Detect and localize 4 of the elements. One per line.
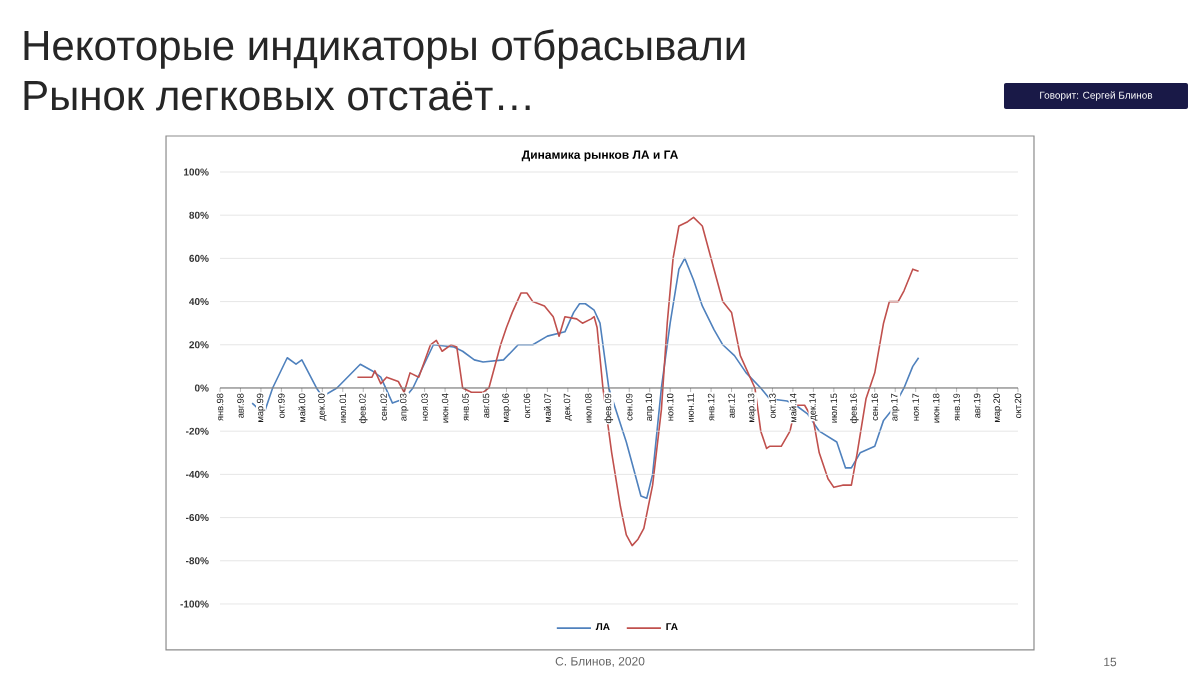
line-series <box>356 216 920 547</box>
line-series <box>251 257 920 499</box>
text: Некоторые индикаторы отбрасывали <box>24 29 745 69</box>
text: Рынок легковых отстаёт… <box>24 81 530 111</box>
